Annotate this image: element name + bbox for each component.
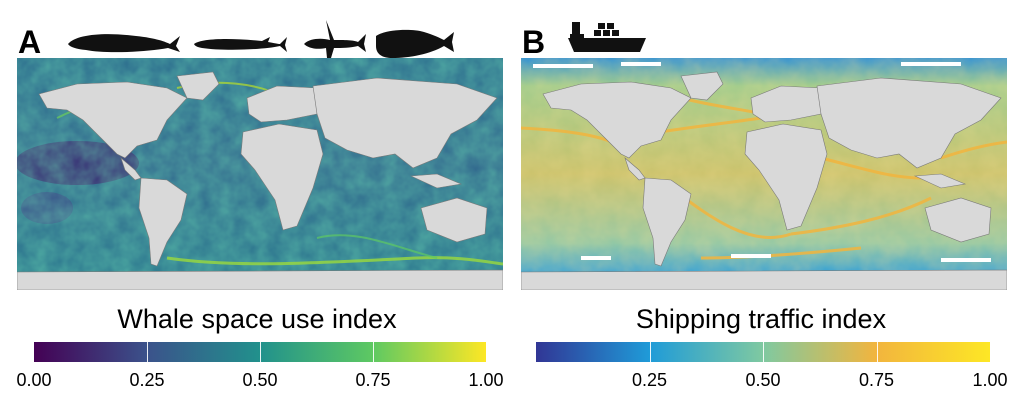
panel-b-letter: B	[522, 24, 546, 60]
container-ship-icon	[568, 22, 646, 52]
land-masses-a	[17, 71, 503, 290]
panel-a-letter: A	[18, 24, 42, 60]
colorbar-tick-label: 0.50	[242, 370, 278, 390]
colorbar-tick-mark	[260, 342, 261, 362]
blue-whale-icon	[68, 34, 180, 53]
colorbar-tick-label: 1.00	[972, 370, 1008, 390]
colorbar-tick-label: 0.25	[129, 370, 165, 390]
colorbar-tick-label: 0.25	[631, 370, 668, 390]
fin-whale-icon	[194, 37, 287, 52]
shipping-colorbar	[536, 342, 990, 362]
colorbar-tick-label: 0.75	[858, 370, 895, 390]
sperm-whale-icon	[376, 29, 454, 58]
colorbar-tick-mark	[763, 342, 764, 362]
colorbar-tick-label: 1.00	[468, 370, 504, 390]
shipping-colorbar-title: Shipping traffic index	[635, 304, 887, 334]
whale-space-use-map	[17, 58, 503, 290]
colorbar-tick-label: 0.00	[16, 370, 52, 390]
whale-colorbar	[34, 342, 486, 362]
colorbar-tick-mark	[373, 342, 374, 362]
colorbar-tick-mark	[147, 342, 148, 362]
colorbar-tick-label: 0.50	[745, 370, 781, 390]
land-masses-b	[521, 71, 1007, 290]
humpback-whale-icon	[304, 20, 366, 68]
colorbar-tick-mark	[876, 342, 878, 362]
shipping-traffic-map	[521, 58, 1007, 290]
colorbar-tick-mark	[649, 342, 651, 362]
whale-colorbar-title: Whale space use index	[117, 304, 397, 334]
colorbar-tick-label: 0.75	[355, 370, 391, 390]
